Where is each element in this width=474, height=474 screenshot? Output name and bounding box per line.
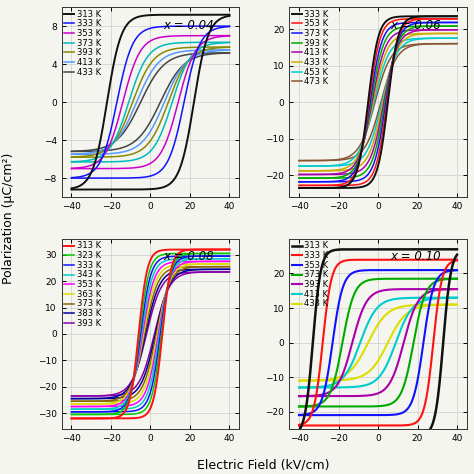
Legend: 313 K, 333 K, 353 K, 373 K, 393 K, 413 K, 433 K: 313 K, 333 K, 353 K, 373 K, 393 K, 413 K… <box>291 241 329 309</box>
Text: x = 0.04: x = 0.04 <box>163 18 214 31</box>
Text: Electric Field (kV/cm): Electric Field (kV/cm) <box>197 459 329 472</box>
Text: x = 0.08: x = 0.08 <box>163 250 214 264</box>
Text: x = 0.10: x = 0.10 <box>391 250 441 264</box>
Text: Polarization (μC/cm²): Polarization (μC/cm²) <box>2 152 15 284</box>
Legend: 313 K, 333 K, 353 K, 373 K, 393 K, 413 K, 433 K: 313 K, 333 K, 353 K, 373 K, 393 K, 413 K… <box>64 9 102 77</box>
Text: x = 0.06: x = 0.06 <box>391 18 441 31</box>
Legend: 333 K, 353 K, 373 K, 393 K, 413 K, 433 K, 453 K, 473 K: 333 K, 353 K, 373 K, 393 K, 413 K, 433 K… <box>291 9 329 87</box>
Legend: 313 K, 323 K, 333 K, 343 K, 353 K, 363 K, 373 K, 383 K, 393 K: 313 K, 323 K, 333 K, 343 K, 353 K, 363 K… <box>64 241 102 328</box>
